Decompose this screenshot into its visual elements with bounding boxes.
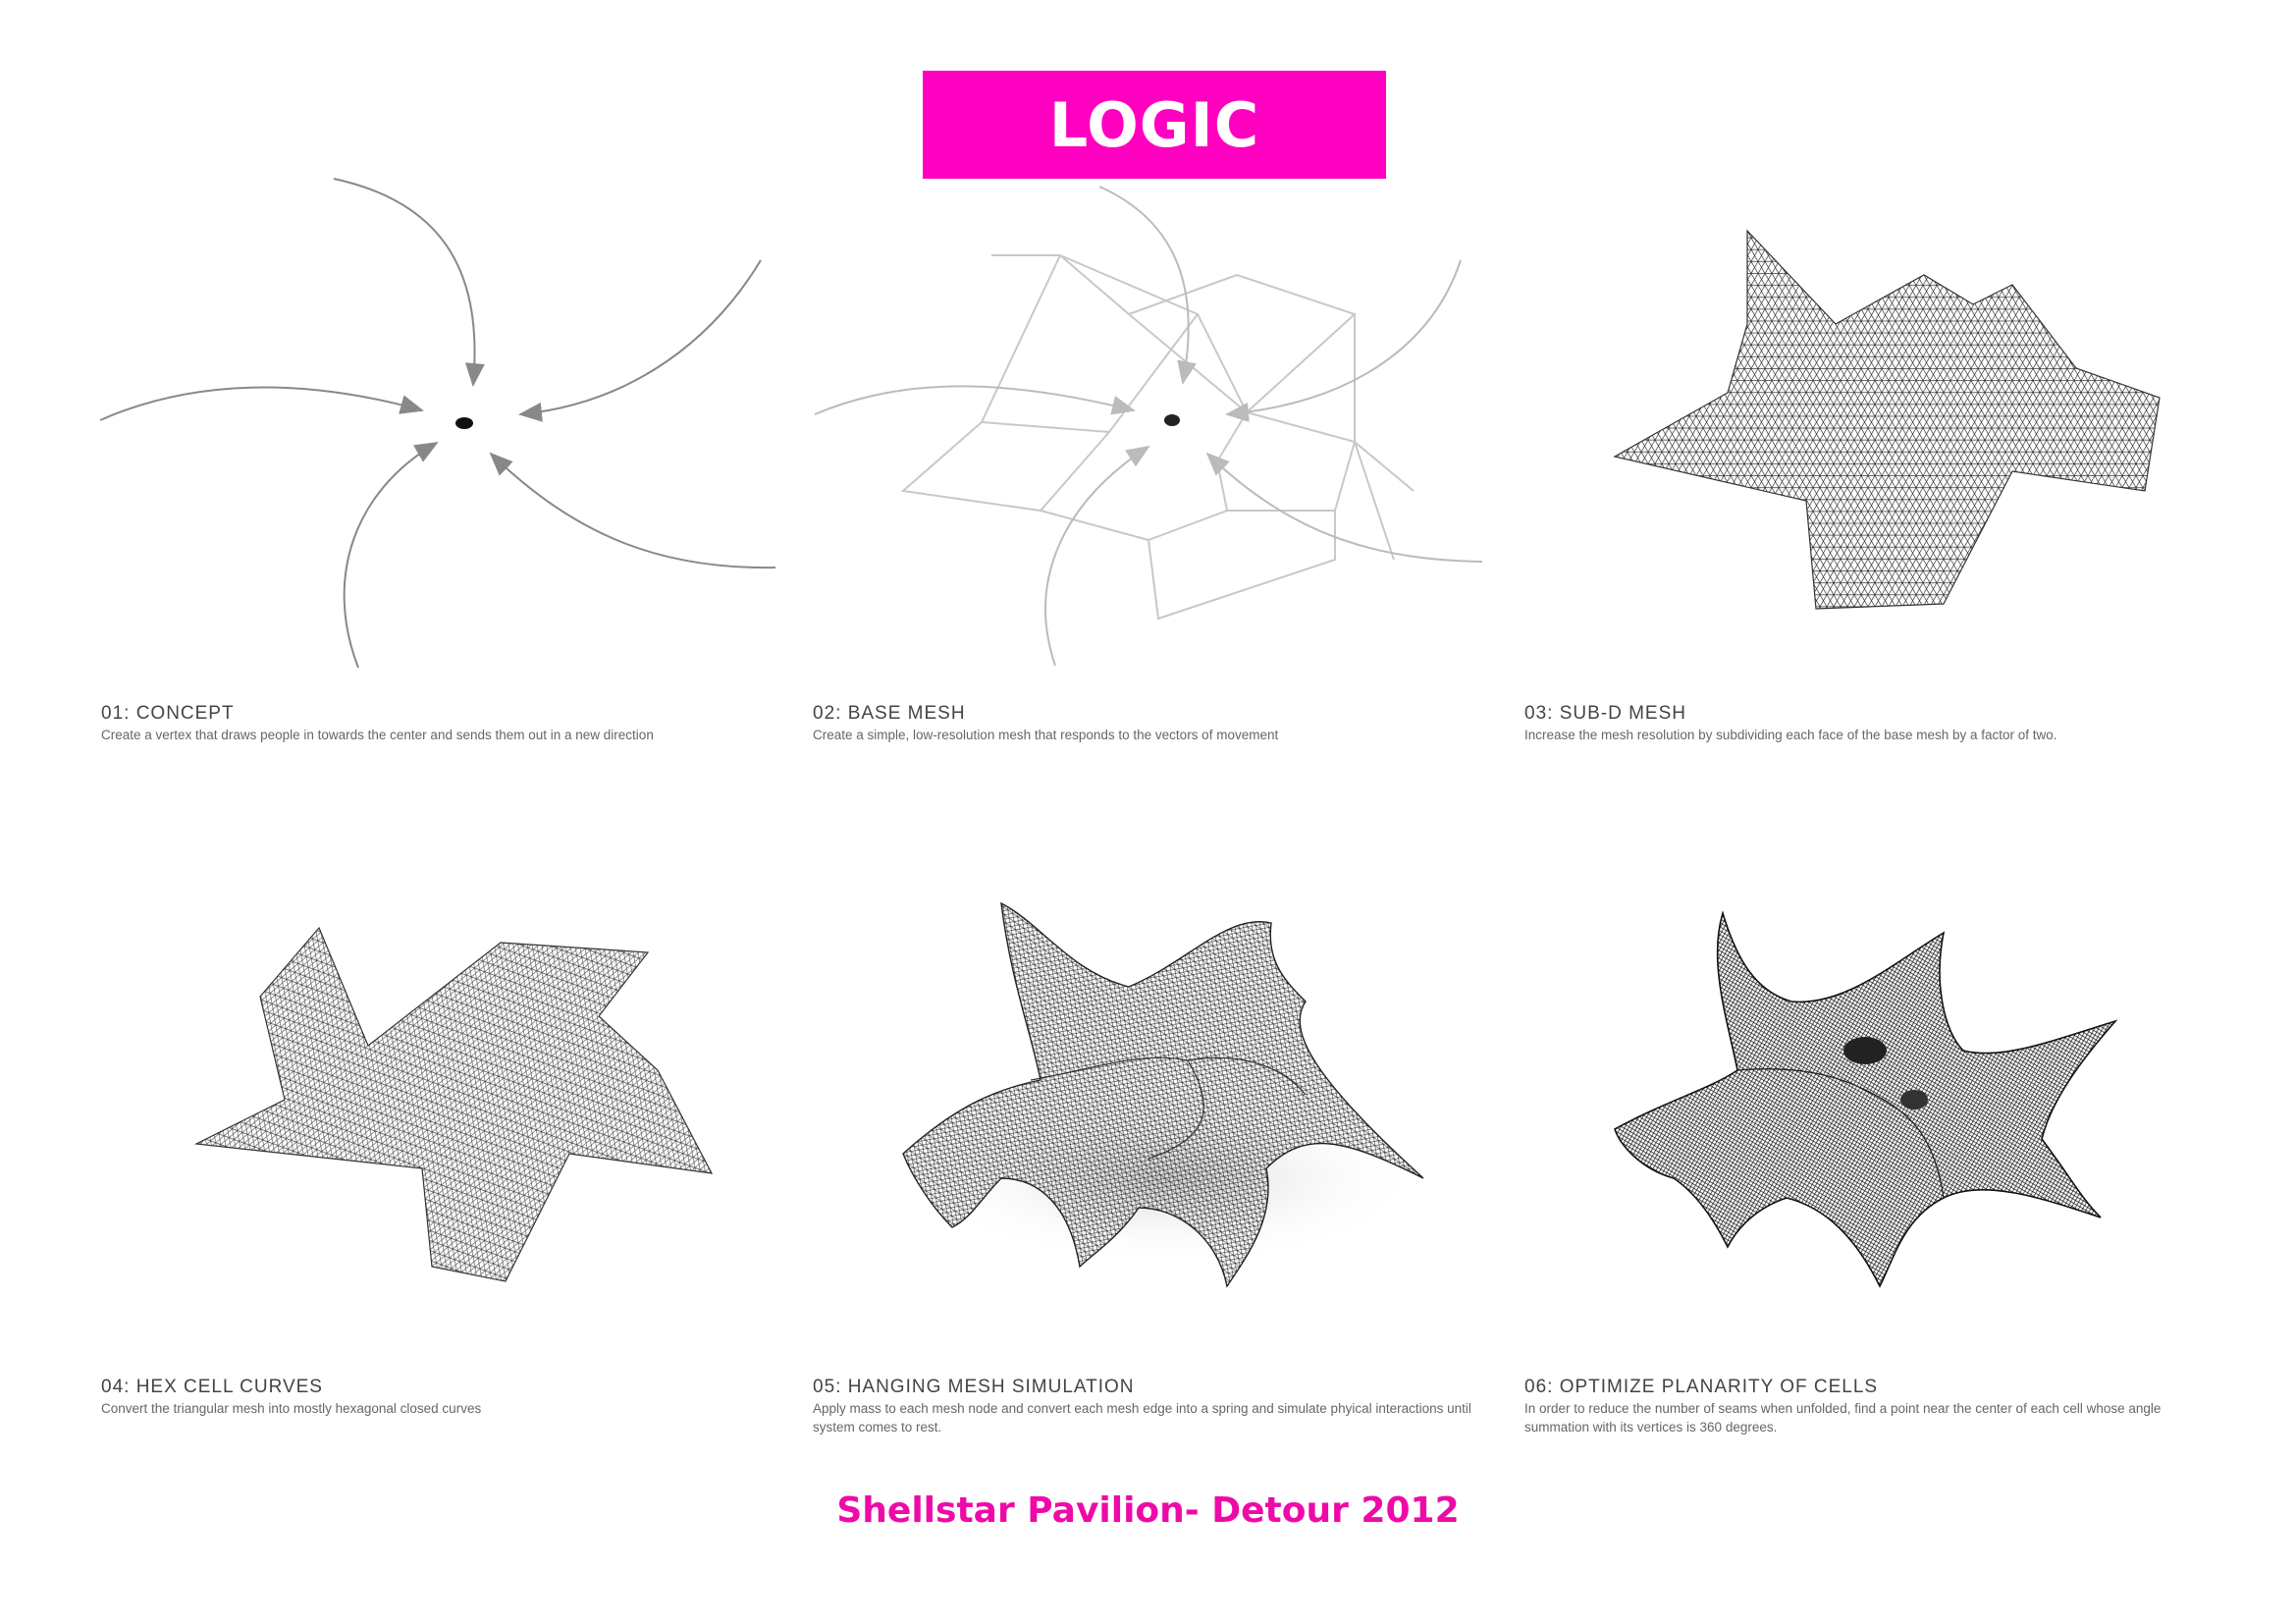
radial-vectors-diagram — [88, 167, 795, 677]
step-03-description: Increase the mesh resolution by subdivid… — [1524, 726, 2192, 744]
subdivided-mesh-diagram — [1600, 226, 2169, 628]
step-01-description: Create a vertex that draws people in tow… — [101, 726, 778, 744]
step-06-caption: 06: OPTIMIZE PLANARITY OF CELLS In order… — [1524, 1377, 2192, 1436]
step-01-heading: 01: CONCEPT — [101, 703, 778, 725]
step-06-description: In order to reduce the number of seams w… — [1524, 1399, 2192, 1436]
step-02-description: Create a simple, low-resolution mesh tha… — [813, 726, 1500, 744]
optimized-shell-diagram — [1610, 903, 2160, 1296]
footer-title: Shellstar Pavilion- Detour 2012 — [0, 1490, 2296, 1531]
step-01-figure — [88, 167, 795, 677]
step-05-description: Apply mass to each mesh node and convert… — [813, 1399, 1490, 1436]
step-04-figure — [187, 923, 736, 1296]
step-03-figure — [1600, 226, 2169, 628]
hanging-mesh-diagram — [893, 884, 1443, 1296]
step-04-caption: 04: HEX CELL CURVES Convert the triangul… — [101, 1377, 778, 1418]
step-05-caption: 05: HANGING MESH SIMULATION Apply mass t… — [813, 1377, 1490, 1436]
step-02-heading: 02: BASE MESH — [813, 703, 1500, 725]
step-06-heading: 06: OPTIMIZE PLANARITY OF CELLS — [1524, 1377, 2192, 1398]
step-04-description: Convert the triangular mesh into mostly … — [101, 1399, 778, 1418]
title-banner: LOGIC — [923, 71, 1386, 179]
page-title: LOGIC — [1049, 89, 1259, 161]
base-mesh-diagram — [805, 167, 1512, 677]
step-03-caption: 03: SUB-D MESH Increase the mesh resolut… — [1524, 703, 2192, 744]
step-05-figure — [893, 884, 1443, 1296]
step-02-figure — [805, 167, 1512, 677]
step-02-caption: 02: BASE MESH Create a simple, low-resol… — [813, 703, 1500, 744]
step-03-heading: 03: SUB-D MESH — [1524, 703, 2192, 725]
step-01-caption: 01: CONCEPT Create a vertex that draws p… — [101, 703, 778, 744]
step-05-heading: 05: HANGING MESH SIMULATION — [813, 1377, 1490, 1398]
hex-cell-curves-diagram — [187, 923, 736, 1296]
step-06-figure — [1610, 903, 2160, 1296]
step-04-heading: 04: HEX CELL CURVES — [101, 1377, 778, 1398]
